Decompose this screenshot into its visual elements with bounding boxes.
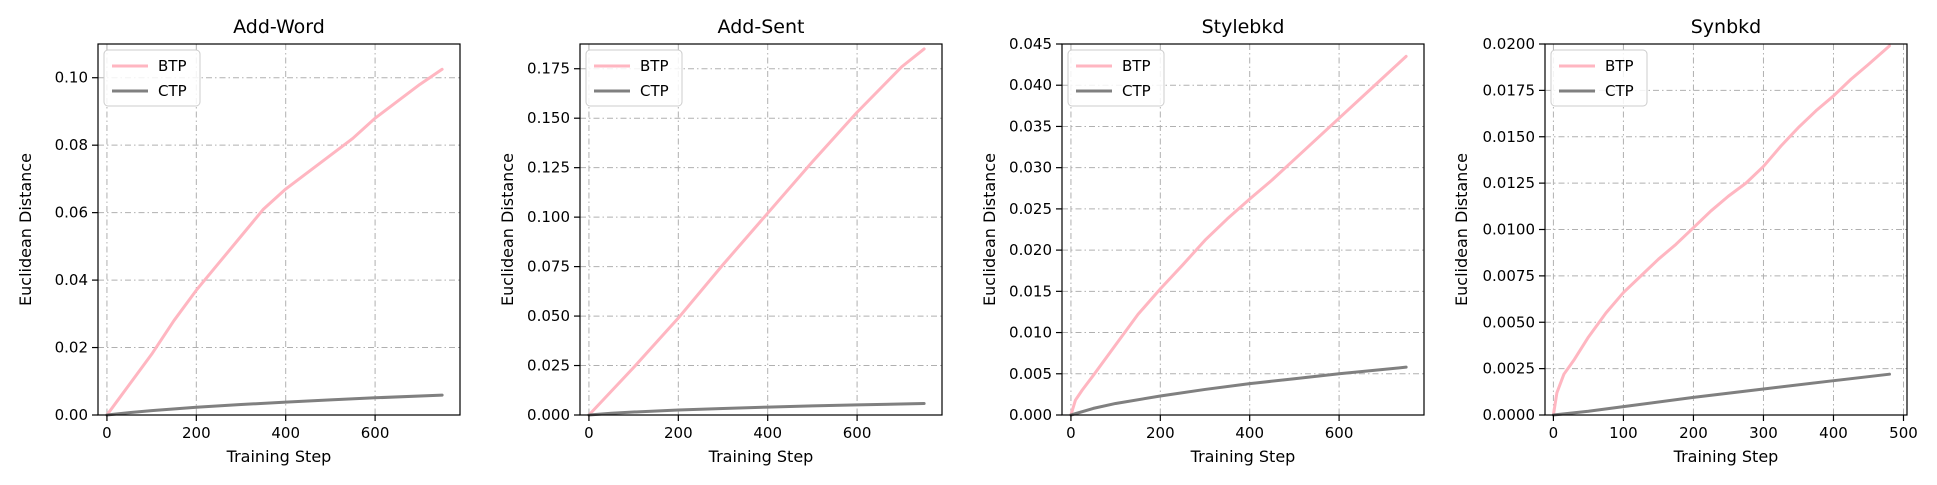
y-tick-label: 0.015	[1009, 282, 1052, 300]
y-tick-label: 0.125	[527, 159, 570, 177]
y-tick-label: 0.04	[55, 271, 88, 289]
x-tick-label: 200	[664, 424, 693, 442]
x-tick-label: 600	[1325, 424, 1354, 442]
x-tick-label: 400	[1235, 424, 1264, 442]
legend-label: BTP	[1605, 57, 1634, 75]
x-tick-label: 100	[1609, 424, 1638, 442]
y-tick-label: 0.00	[55, 406, 88, 424]
y-tick-label: 0.100	[527, 208, 570, 226]
legend: BTP CTP	[103, 49, 201, 107]
x-tick-label: 600	[843, 424, 872, 442]
x-axis-label: Training Step	[708, 447, 814, 466]
y-tick-label: 0.040	[1009, 76, 1052, 94]
y-tick-label: 0.0200	[1483, 35, 1536, 53]
x-tick-label: 500	[1889, 424, 1918, 442]
plot-frame	[579, 43, 943, 416]
y-tick-label: 0.050	[527, 307, 570, 325]
series-line-btp	[1551, 44, 1891, 417]
y-tick-label: 0.0025	[1483, 360, 1536, 378]
y-tick-label: 0.025	[1009, 200, 1052, 218]
x-axis-label: Training Step	[226, 447, 332, 466]
chart-add-word: 0 200 400 600 0.00 0.02 0.04 0.06 0.08 0.10 Add-Wo…	[16, 16, 461, 466]
chart-synbkd: 0 100 200 300 400 500 0.0000 0.0025 0.0050 0.0075…	[1452, 16, 1918, 466]
y-tick-label: 0.10	[55, 69, 88, 87]
x-tick-label: 400	[1819, 424, 1848, 442]
y-tick-label: 0.0075	[1483, 267, 1536, 285]
y-tick-label: 0.000	[527, 406, 570, 424]
chart-title: Add-Word	[233, 16, 325, 38]
y-tick-label: 0.0050	[1483, 313, 1536, 331]
y-tick-label: 0.030	[1009, 159, 1052, 177]
series-line-ctp	[105, 393, 444, 417]
y-tick-label: 0.075	[527, 258, 570, 276]
x-tick-label: 200	[1146, 424, 1175, 442]
y-tick-label: 0.0000	[1483, 406, 1536, 424]
y-axis-label: Euclidean Distance	[498, 153, 517, 306]
x-tick-label: 400	[753, 424, 782, 442]
y-tick-label: 0.08	[55, 136, 88, 154]
plot-frame	[1061, 43, 1425, 416]
y-axis-label: Euclidean Distance	[1452, 153, 1471, 306]
legend-label: BTP	[1122, 57, 1151, 75]
series-line-btp	[1069, 54, 1408, 417]
x-tick-label: 200	[1679, 424, 1708, 442]
x-tick-label: 0	[584, 424, 594, 442]
legend-label: BTP	[158, 57, 187, 75]
y-axis-label: Euclidean Distance	[16, 153, 35, 306]
chart-stylebkd: 0 200 400 600 0.000 0.005 0.010 0.015 0.020 0.025…	[980, 16, 1425, 466]
x-tick-label: 300	[1749, 424, 1778, 442]
legend-label: CTP	[640, 82, 669, 100]
y-tick-label: 0.06	[55, 204, 88, 222]
series-line-ctp	[1069, 365, 1408, 417]
y-tick-label: 0.025	[527, 357, 570, 375]
chart-title: Stylebkd	[1202, 16, 1285, 38]
legend: BTP CTP	[585, 49, 683, 107]
x-tick-label: 0	[102, 424, 112, 442]
y-tick-label: 0.020	[1009, 241, 1052, 259]
legend-label: CTP	[158, 82, 187, 100]
series-line-ctp	[587, 402, 926, 417]
y-tick-label: 0.0125	[1483, 174, 1536, 192]
chart-title: Synbkd	[1691, 16, 1761, 38]
legend: BTP CTP	[1067, 49, 1165, 107]
chart-title: Add-Sent	[718, 16, 805, 38]
x-tick-label: 200	[182, 424, 211, 442]
y-tick-label: 0.005	[1009, 365, 1052, 383]
y-tick-label: 0.010	[1009, 324, 1052, 342]
x-axis-label: Training Step	[1190, 447, 1296, 466]
legend-label: BTP	[640, 57, 669, 75]
legend-label: CTP	[1605, 82, 1634, 100]
x-tick-label: 400	[271, 424, 300, 442]
series-line-ctp	[1551, 372, 1891, 417]
series-line-btp	[105, 67, 444, 417]
x-tick-label: 0	[1549, 424, 1559, 442]
y-tick-label: 0.045	[1009, 35, 1052, 53]
y-axis-label: Euclidean Distance	[980, 153, 999, 306]
x-axis-label: Training Step	[1673, 447, 1779, 466]
series-line-btp	[587, 47, 926, 417]
legend-label: CTP	[1122, 82, 1151, 100]
x-tick-label: 0	[1066, 424, 1076, 442]
y-tick-label: 0.0175	[1483, 81, 1536, 99]
y-tick-label: 0.035	[1009, 117, 1052, 135]
y-tick-label: 0.000	[1009, 406, 1052, 424]
y-tick-label: 0.02	[55, 339, 88, 357]
plot-frame	[97, 43, 461, 416]
y-tick-label: 0.175	[527, 60, 570, 78]
x-tick-label: 600	[361, 424, 390, 442]
y-tick-label: 0.0150	[1483, 128, 1536, 146]
chart-add-sent: 0 200 400 600 0.000 0.025 0.050 0.075 0.100 0.125…	[498, 16, 943, 466]
legend: BTP CTP	[1550, 49, 1648, 107]
y-tick-label: 0.150	[527, 109, 570, 127]
y-tick-label: 0.0100	[1483, 221, 1536, 239]
